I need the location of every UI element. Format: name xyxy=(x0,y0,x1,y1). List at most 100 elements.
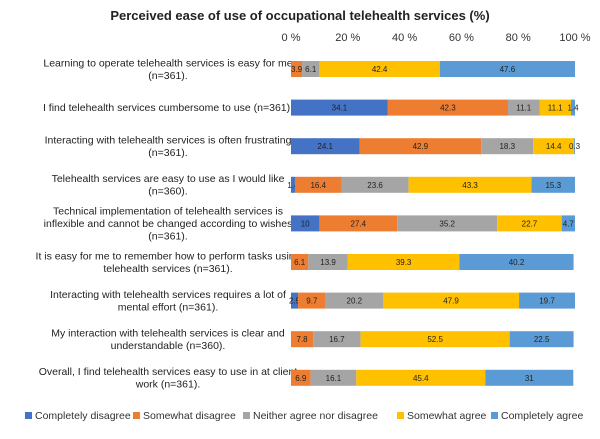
bar-segment xyxy=(561,215,575,232)
data-label: 13.9 xyxy=(320,258,336,267)
data-label: 0.3 xyxy=(569,142,581,151)
data-label: 7.8 xyxy=(297,335,309,344)
bar-segment xyxy=(356,369,486,386)
category-label: telehealth services (n=361). xyxy=(103,263,232,275)
data-label: 27.4 xyxy=(351,219,367,228)
bar-segment xyxy=(531,176,575,193)
data-label: 16.1 xyxy=(326,374,342,383)
data-label: 24.1 xyxy=(317,142,333,151)
data-label: 22.7 xyxy=(522,219,538,228)
legend-swatch xyxy=(491,412,498,419)
x-tick-label: 40 % xyxy=(392,32,417,44)
data-label: 6.1 xyxy=(305,65,317,74)
data-label: 10 xyxy=(301,219,310,228)
data-label: 40.2 xyxy=(509,258,525,267)
data-label: 22.5 xyxy=(534,335,550,344)
legend-swatch xyxy=(133,412,140,419)
category-label: (n=361). xyxy=(148,147,187,159)
bar-segment xyxy=(310,369,357,386)
data-label: 42.9 xyxy=(413,142,429,151)
category-label: Telehealth services are easy to use as I… xyxy=(52,173,285,185)
legend-swatch xyxy=(397,412,404,419)
legend-label: Completely disagree xyxy=(35,410,131,422)
bar-segment xyxy=(519,292,575,309)
data-label: 1.4 xyxy=(287,181,299,190)
data-label: 35.2 xyxy=(439,219,455,228)
bar-segment xyxy=(397,215,498,232)
bar-segment xyxy=(497,215,562,232)
bar-segment xyxy=(291,176,295,193)
bar-segment xyxy=(291,61,303,77)
category-label: mental effort (n=361). xyxy=(118,301,219,313)
data-label: 4.7 xyxy=(563,219,575,228)
category-label: (n=361). xyxy=(148,230,187,242)
bar-segment xyxy=(319,61,440,77)
data-label: 19.7 xyxy=(539,297,555,306)
data-label: 6.9 xyxy=(295,374,307,383)
category-label: understandable (n=360). xyxy=(111,340,226,352)
category-label: Interacting with telehealth services req… xyxy=(50,289,286,301)
category-label: (n=361). xyxy=(148,70,187,82)
bar-segment xyxy=(291,254,309,270)
bar-segment xyxy=(507,99,540,116)
bar-segment xyxy=(539,99,572,116)
category-label: Overall, I find telehealth services easy… xyxy=(39,366,298,378)
category-label: I find telehealth services cumbersome to… xyxy=(43,102,293,114)
data-label: 43.3 xyxy=(462,181,478,190)
legend-label: Somewhat disagree xyxy=(143,410,236,422)
bar-segment xyxy=(383,292,520,309)
bar-segment xyxy=(347,254,460,270)
bar-segment xyxy=(408,176,532,193)
category-label: My interaction with telehealth services … xyxy=(51,327,285,339)
legend-label: Neither agree nor disagree xyxy=(253,410,378,422)
x-tick-label: 80 % xyxy=(506,32,531,44)
bar-segment xyxy=(509,331,574,348)
bar-segment xyxy=(294,176,342,193)
data-label: 39.3 xyxy=(396,258,412,267)
bar-segment xyxy=(302,61,320,77)
bar-segment xyxy=(319,215,398,232)
bar-segment xyxy=(341,176,409,193)
bars: 3.9 6.1 42.4 47.634.1 42.3 11.1 11.1 1.424.1 42.… xyxy=(287,61,581,386)
x-tick-label: 60 % xyxy=(449,32,474,44)
bar-segment xyxy=(291,331,314,348)
data-label: 2.5 xyxy=(289,297,301,306)
data-label: 47.6 xyxy=(500,65,516,74)
data-label: 45.4 xyxy=(413,374,429,383)
data-label: 23.6 xyxy=(367,181,383,190)
category-label: inflexible and cannot be changed accordi… xyxy=(44,218,293,230)
category-label: Learning to operate telehealth services … xyxy=(43,57,292,69)
chart-title: Perceived ease of use of occupational te… xyxy=(110,8,489,23)
data-label: 16.4 xyxy=(310,181,326,190)
data-label: 52.5 xyxy=(427,335,443,344)
bar-segment xyxy=(485,369,574,386)
data-label: 1.4 xyxy=(567,104,579,113)
data-label: 11.1 xyxy=(548,104,564,113)
data-label: 34.1 xyxy=(332,104,348,113)
legend-label: Somewhat agree xyxy=(407,410,487,422)
legend: Completely disagree Somewhat disagree Neit… xyxy=(25,410,583,422)
legend-swatch xyxy=(243,412,250,419)
data-label: 42.3 xyxy=(440,104,456,113)
data-label: 31 xyxy=(525,374,534,383)
data-label: 15.3 xyxy=(545,181,561,190)
bar-segment xyxy=(571,99,575,116)
bar-segment xyxy=(291,369,311,386)
bar-segment xyxy=(533,138,575,155)
data-label: 47.9 xyxy=(443,297,459,306)
legend-swatch xyxy=(25,412,32,419)
bar-segment xyxy=(291,292,299,309)
category-labels: Learning to operate telehealth services … xyxy=(36,57,301,390)
data-label: 42.4 xyxy=(372,65,388,74)
category-label: Technical implementation of telehealth s… xyxy=(53,205,283,217)
category-label: Interacting with telehealth services is … xyxy=(45,134,292,146)
legend-label: Completely agree xyxy=(501,410,583,422)
category-label: work (n=361). xyxy=(135,379,201,391)
bar-segment xyxy=(291,99,388,116)
bar-segment xyxy=(313,331,361,348)
data-label: 9.7 xyxy=(306,297,318,306)
bar-segment xyxy=(481,138,534,155)
x-tick-label: 100 % xyxy=(559,32,590,44)
x-tick-label: 0 % xyxy=(282,32,301,44)
